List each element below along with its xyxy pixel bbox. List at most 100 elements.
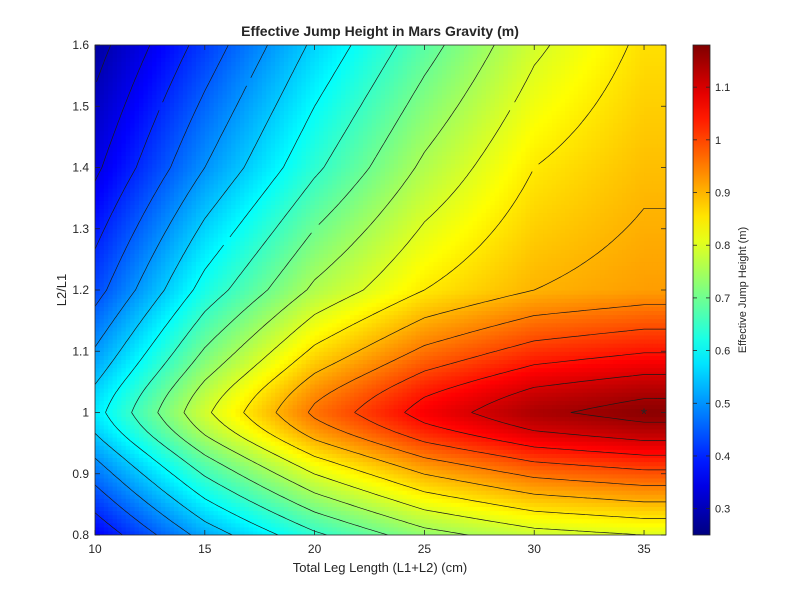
- heatmap-cell: [560, 408, 566, 414]
- heatmap-cell: [635, 379, 641, 385]
- heatmap-cell: [512, 396, 518, 401]
- heatmap-cell: [112, 445, 118, 450]
- heatmap-cell: [99, 408, 105, 414]
- heatmap-cell: [626, 379, 632, 385]
- heatmap-cell: [595, 437, 601, 442]
- heatmap-cell: [279, 518, 285, 524]
- heatmap-cell: [481, 408, 487, 414]
- heatmap-cell: [121, 486, 127, 491]
- heatmap-cell: [305, 388, 311, 393]
- heatmap-cell: [428, 486, 434, 491]
- heatmap-cell: [639, 420, 645, 426]
- heatmap-cell: [217, 420, 223, 426]
- heatmap-cell: [354, 502, 360, 508]
- heatmap-cell: [134, 432, 140, 438]
- heatmap-cell: [516, 408, 522, 414]
- heatmap-cell: [248, 502, 254, 508]
- heatmap-cell: [314, 522, 320, 528]
- heatmap-cell: [209, 424, 215, 430]
- heatmap-cell: [103, 506, 109, 512]
- heatmap-cell: [626, 420, 632, 426]
- heatmap-cell: [424, 408, 430, 414]
- heatmap-cell: [305, 526, 311, 532]
- heatmap-cell: [578, 396, 584, 401]
- heatmap-cell: [165, 486, 171, 491]
- heatmap-cell: [301, 490, 307, 495]
- heatmap-cell: [507, 502, 513, 508]
- heatmap-cell: [424, 498, 430, 503]
- heatmap-cell: [156, 490, 162, 495]
- heatmap-cell: [406, 461, 412, 467]
- heatmap-cell: [630, 477, 636, 483]
- heatmap-cell: [217, 518, 223, 524]
- heatmap-cell: [503, 522, 509, 528]
- heatmap-cell: [591, 432, 597, 438]
- heatmap-cell: [551, 392, 557, 397]
- heatmap-cell: [152, 428, 158, 434]
- heatmap-cell: [551, 379, 557, 385]
- heatmap-cell: [112, 432, 118, 438]
- heatmap-cell: [635, 420, 641, 426]
- heatmap-cell: [147, 412, 153, 418]
- heatmap-cell: [586, 441, 592, 446]
- heatmap-cell: [481, 514, 487, 520]
- heatmap-cell: [420, 445, 426, 450]
- heatmap-cell: [340, 473, 346, 479]
- heatmap-cell: [644, 494, 650, 499]
- heatmap-cell: [591, 510, 597, 516]
- heatmap-cell: [516, 379, 522, 385]
- heatmap-cell: [239, 441, 245, 446]
- heatmap-cell: [270, 526, 276, 532]
- heatmap-cell: [134, 408, 140, 414]
- heatmap-cell: [178, 408, 184, 414]
- heatmap-cell: [217, 383, 223, 389]
- heatmap-cell: [266, 481, 272, 487]
- heatmap-cell: [191, 428, 197, 434]
- heatmap-cell: [143, 432, 149, 438]
- heatmap-cell: [402, 453, 408, 459]
- heatmap-cell: [310, 522, 316, 528]
- heatmap-cell: [398, 498, 404, 503]
- heatmap-cell: [622, 441, 628, 446]
- heatmap-cell: [257, 506, 263, 512]
- heatmap-cell: [323, 522, 329, 528]
- heatmap-cell: [437, 469, 443, 475]
- heatmap-cell: [626, 408, 632, 414]
- heatmap-cell: [358, 445, 364, 450]
- heatmap-cell: [248, 530, 254, 535]
- heatmap-cell: [389, 477, 395, 483]
- heatmap-cell: [200, 404, 206, 410]
- heatmap-cell: [586, 453, 592, 459]
- heatmap-cell: [213, 428, 219, 434]
- heatmap-cell: [345, 522, 351, 528]
- heatmap-cell: [564, 449, 570, 454]
- heatmap-cell: [441, 506, 447, 512]
- heatmap-cell: [156, 506, 162, 512]
- heatmap-cell: [411, 530, 417, 535]
- heatmap-cell: [661, 416, 666, 422]
- heatmap-cell: [459, 469, 465, 475]
- heatmap-cell: [547, 449, 553, 454]
- heatmap-cell: [152, 530, 158, 535]
- heatmap-cell: [406, 526, 412, 532]
- heatmap-cell: [275, 428, 281, 434]
- heatmap-cell: [525, 453, 531, 459]
- heatmap-cell: [323, 498, 329, 503]
- heatmap-cell: [652, 408, 658, 414]
- heatmap-cell: [270, 379, 276, 385]
- heatmap-cell: [468, 469, 474, 475]
- heatmap-cell: [261, 510, 267, 516]
- heatmap-cell: [503, 400, 509, 405]
- heatmap-cell: [393, 396, 399, 401]
- heatmap-cell: [428, 428, 434, 434]
- heatmap-cell: [182, 494, 188, 499]
- heatmap-cell: [340, 388, 346, 393]
- heatmap-cell: [529, 486, 535, 491]
- heatmap-cell: [257, 486, 263, 491]
- heatmap-cell: [424, 412, 430, 418]
- heatmap-cell: [463, 502, 469, 508]
- heatmap-cell: [490, 449, 496, 454]
- heatmap-cell: [174, 502, 180, 508]
- heatmap-cell: [156, 420, 162, 426]
- heatmap-cell: [279, 392, 285, 397]
